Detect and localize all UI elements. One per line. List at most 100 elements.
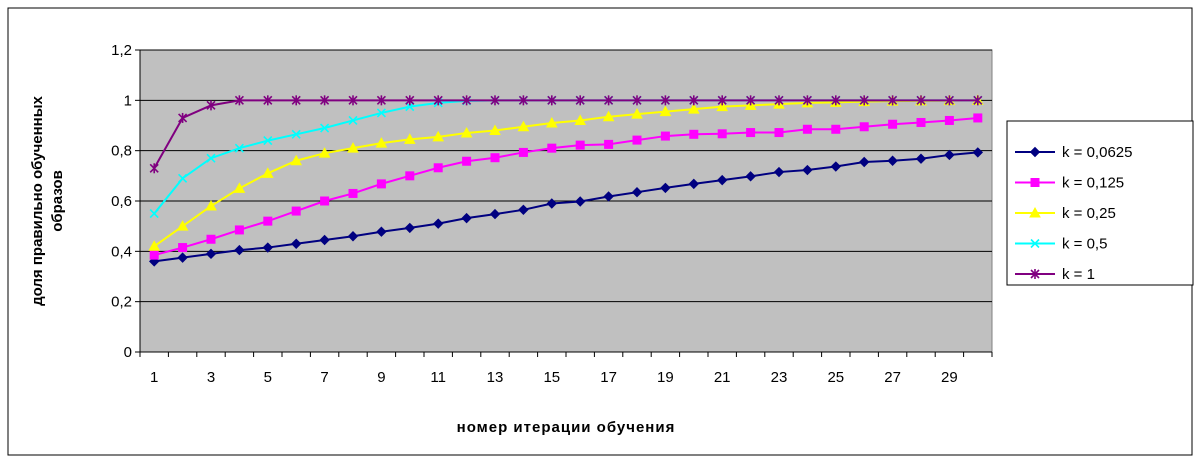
y-axis-title-line-1: доля правильно обученных — [29, 95, 46, 305]
data-point-marker — [716, 100, 729, 112]
series-3 — [148, 94, 984, 251]
legend-label: k = 0,125 — [1062, 175, 1124, 192]
data-point-marker — [660, 95, 670, 106]
data-point-marker — [320, 196, 330, 206]
data-point-marker — [433, 95, 443, 106]
data-point-marker — [376, 179, 386, 189]
x-tick-label: 29 — [941, 369, 958, 386]
y-tick-label: 1,2 — [111, 42, 132, 59]
data-point-marker — [148, 240, 161, 251]
data-point-marker — [831, 124, 841, 134]
data-point-marker — [858, 156, 870, 168]
data-point-marker — [178, 173, 188, 183]
data-point-marker — [460, 127, 473, 138]
y-tick-label: 0 — [124, 344, 132, 361]
legend-item: k = 0,5 — [1015, 236, 1107, 253]
data-point-marker — [518, 147, 528, 157]
data-point-marker — [263, 136, 273, 146]
data-point-marker — [575, 95, 585, 106]
series-1 — [148, 147, 984, 267]
data-point-marker — [405, 171, 415, 181]
data-point-marker — [234, 95, 244, 106]
x-tick-label: 3 — [207, 369, 215, 386]
data-point-marker — [773, 166, 785, 178]
data-point-marker — [602, 110, 615, 122]
data-point-marker — [205, 200, 217, 211]
data-point-marker — [347, 231, 359, 242]
data-point-marker — [944, 95, 954, 106]
x-tick-label: 21 — [714, 369, 731, 386]
data-point-marker — [348, 188, 358, 198]
x-tick-label: 9 — [377, 369, 385, 386]
data-point-marker — [802, 124, 812, 134]
data-point-marker — [205, 248, 217, 260]
data-point-marker — [376, 226, 387, 237]
data-point-marker — [234, 244, 245, 256]
data-point-marker — [632, 95, 642, 106]
data-point-marker — [149, 163, 159, 174]
data-point-marker — [859, 122, 869, 132]
data-point-marker — [746, 95, 756, 106]
x-tick-label: 25 — [827, 369, 844, 386]
y-tick-label: 0,4 — [111, 243, 132, 260]
data-point-marker — [432, 218, 444, 229]
x-tick-labels: 1 3 5 7 9 11 13 15 17 19 21 23 25 27 29 — [139, 352, 993, 386]
data-point-marker — [176, 220, 189, 231]
data-point-marker — [433, 163, 443, 173]
data-point-marker — [802, 164, 813, 176]
data-point-marker — [745, 171, 756, 182]
data-point-marker — [689, 95, 699, 106]
data-point-marker — [320, 123, 330, 133]
series-5 — [149, 95, 983, 174]
data-point-marker — [717, 129, 727, 139]
x-tick-label: 5 — [264, 369, 272, 386]
data-point-marker — [859, 95, 869, 106]
data-point-marker — [831, 95, 841, 106]
data-point-marker — [320, 95, 330, 106]
data-point-marker — [149, 250, 159, 260]
data-point-marker — [290, 154, 303, 166]
data-point-marker — [717, 95, 727, 106]
data-point-marker — [489, 208, 501, 220]
x-tick-label: 19 — [657, 369, 674, 386]
data-point-marker — [888, 119, 898, 129]
x-tick-label: 27 — [884, 369, 901, 386]
data-point-marker — [774, 128, 784, 138]
legend-item: k = 0,0625 — [1015, 144, 1132, 161]
data-point-marker — [1029, 146, 1041, 158]
data-point-marker — [575, 140, 585, 150]
data-point-marker — [915, 153, 927, 164]
data-point-marker — [490, 153, 500, 163]
data-point-marker — [746, 128, 756, 138]
legend-item: k = 0,125 — [1015, 175, 1124, 192]
x-tick-label: 15 — [543, 369, 560, 386]
data-point-marker — [178, 112, 188, 123]
data-point-marker — [462, 95, 472, 106]
data-point-marker — [489, 124, 501, 136]
data-point-marker — [604, 139, 614, 149]
data-point-marker — [1029, 206, 1041, 218]
data-point-marker — [774, 95, 784, 106]
data-point-marker — [546, 198, 558, 209]
data-point-marker — [432, 130, 445, 142]
legend-box — [1006, 120, 1194, 286]
data-point-marker — [403, 133, 416, 144]
data-point-marker — [347, 142, 359, 153]
data-point-marker — [547, 143, 557, 153]
data-point-marker — [233, 182, 246, 193]
legend: k = 0,0625 k = 0,125 k = 0,25 k = 0,5 k = 1 — [1006, 120, 1194, 286]
data-point-marker — [291, 95, 301, 106]
data-point-marker — [660, 182, 671, 194]
data-point-marker — [263, 216, 273, 226]
data-point-marker — [1030, 269, 1040, 279]
data-point-marker — [887, 155, 898, 166]
legend-label: k = 0,0625 — [1062, 144, 1132, 161]
series-line — [153, 99, 978, 169]
data-point-marker — [149, 209, 159, 219]
data-point-marker — [261, 167, 274, 178]
x-tick-label: 23 — [771, 369, 788, 386]
x-tick-label: 7 — [320, 369, 328, 386]
data-point-marker — [348, 115, 358, 126]
data-point-marker — [631, 108, 643, 119]
